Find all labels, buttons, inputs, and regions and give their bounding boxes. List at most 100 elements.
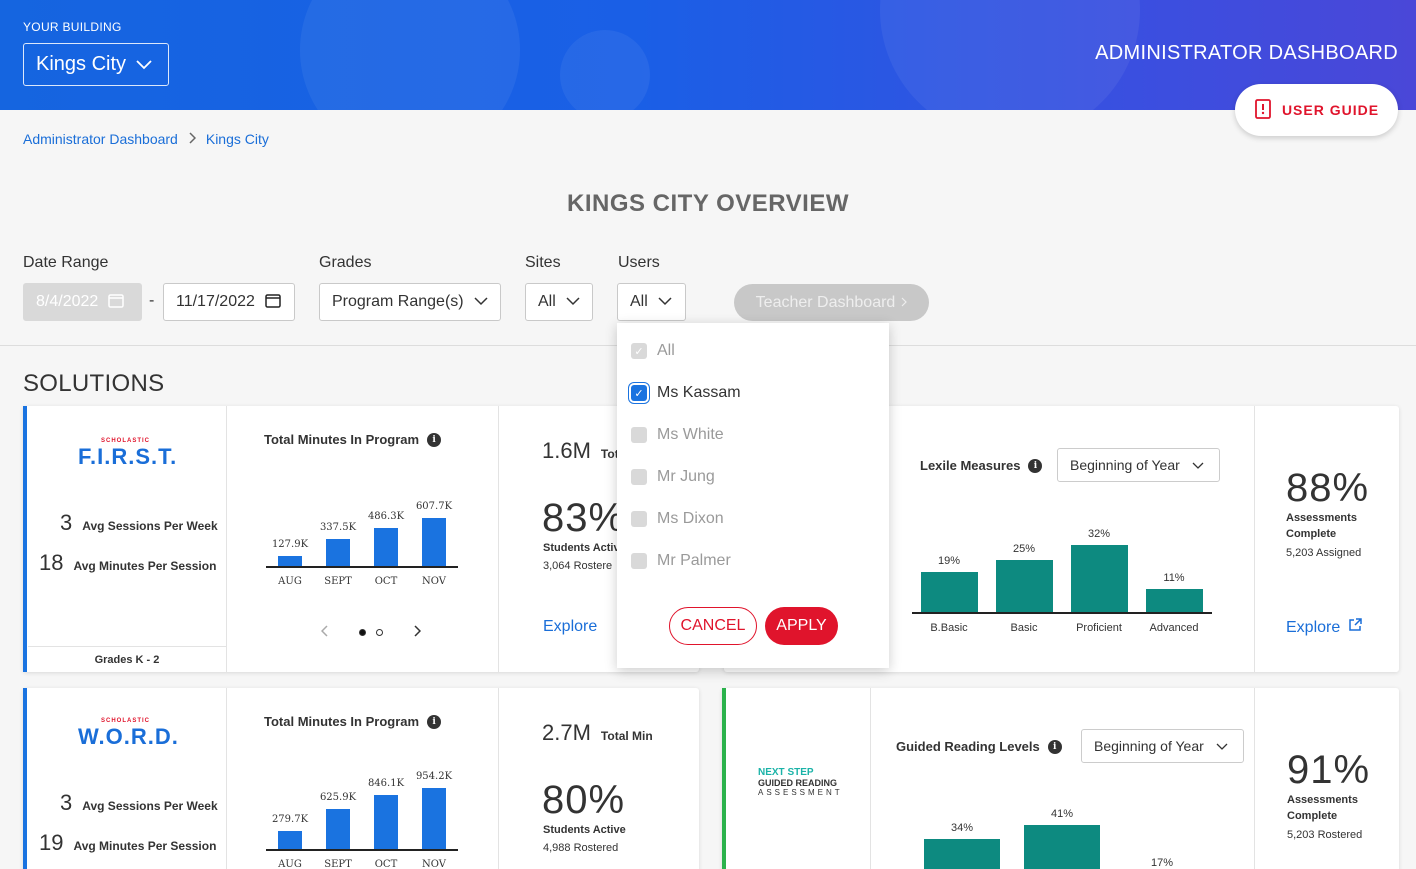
sites-value: All [538, 293, 556, 310]
word-logo-text: W.O.R.D. [78, 724, 179, 749]
user-option-label: Mr Jung [657, 468, 715, 485]
solutions-heading: SOLUTIONS [23, 370, 165, 397]
avg-sessions-stat: 3 Avg Sessions Per Week [60, 790, 218, 816]
bar-category-label: OCT [374, 576, 398, 587]
dashboard-title: ADMINISTRATOR DASHBOARD [1095, 42, 1398, 64]
teacher-dashboard-button[interactable]: Teacher Dashboard [734, 284, 929, 321]
checkbox-icon[interactable]: ✓ [631, 343, 647, 359]
info-icon[interactable]: i [427, 432, 442, 447]
calendar-icon[interactable] [265, 292, 281, 313]
user-option-mr-palmer[interactable]: Mr Palmer [631, 552, 731, 570]
explore-link[interactable]: Explore [543, 618, 597, 636]
chart-bar [326, 808, 350, 849]
building-select[interactable]: Kings City [23, 43, 169, 86]
grades-select[interactable]: Program Range(s) [319, 283, 501, 321]
x-axis [912, 612, 1212, 614]
assessments-label-1: Assessments [1286, 512, 1357, 524]
info-icon[interactable]: i [427, 714, 442, 729]
avg-sessions-label: Avg Sessions Per Week [82, 519, 218, 533]
chart-bar [422, 518, 446, 566]
bar-value-label: 32% [1087, 528, 1111, 540]
bar-value-label: 34% [950, 822, 974, 835]
avg-minutes-stat: 18 Avg Minutes Per Session [39, 550, 216, 576]
chart-bar [374, 527, 398, 566]
chevron-right-icon[interactable] [413, 624, 422, 640]
user-option-mr-jung[interactable]: Mr Jung [631, 468, 715, 486]
teacher-dashboard-label: Teacher Dashboard [755, 293, 896, 311]
user-option-ms-kassam[interactable]: ✓ Ms Kassam [631, 384, 741, 402]
avg-minutes-value: 19 [39, 830, 64, 855]
user-option-ms-dixon[interactable]: Ms Dixon [631, 510, 724, 528]
word-card: SCHOLASTIC W.O.R.D. 3 Avg Sessions Per W… [23, 688, 699, 869]
pager-dot[interactable] [376, 628, 383, 636]
logo-line-2: GUIDED READING [758, 778, 838, 788]
info-icon[interactable]: i [1028, 458, 1043, 473]
chart-bar [924, 839, 1000, 869]
sites-label: Sites [525, 254, 561, 271]
logo-line-3: ASSESSMENT [758, 788, 843, 797]
chart-bar [422, 788, 446, 849]
user-option-all[interactable]: ✓ All [631, 342, 675, 360]
chevron-down-icon [658, 293, 672, 311]
lexile-period-select[interactable]: Beginning of Year [1057, 448, 1220, 482]
pager-dot-active[interactable] [359, 628, 366, 636]
user-option-label: All [657, 342, 675, 359]
explore-link[interactable]: Explore [1286, 618, 1362, 637]
grades-label: Grades [319, 254, 372, 271]
divider [498, 688, 499, 869]
chart-title: Total Minutes In Program i [264, 432, 442, 447]
external-link-icon [1348, 618, 1362, 637]
scholastic-label: SCHOLASTIC [101, 718, 150, 724]
date-range-label: Date Range [23, 254, 109, 271]
avg-minutes-label: Avg Minutes Per Session [73, 839, 217, 853]
checkbox-icon[interactable] [631, 427, 647, 443]
assessments-label-2: Complete [1286, 528, 1337, 540]
checkbox-icon[interactable] [631, 469, 647, 485]
user-guide-button[interactable]: USER GUIDE [1235, 84, 1398, 136]
avg-sessions-stat: 3 Avg Sessions Per Week [60, 510, 218, 536]
bar-category-label: SEPT [324, 576, 352, 587]
info-icon[interactable]: i [1047, 739, 1062, 754]
bar-value-label: 17% [1150, 856, 1174, 869]
chart-bar [326, 539, 350, 566]
chart-bar [1070, 545, 1128, 612]
user-option-label: Ms White [657, 426, 724, 443]
checkbox-icon[interactable] [631, 553, 647, 569]
breadcrumb-kings-city[interactable]: Kings City [205, 131, 269, 147]
assessments-label-1: Assessments [1287, 794, 1358, 806]
end-date-field[interactable]: 11/17/2022 [163, 283, 295, 321]
chart-bar [278, 555, 302, 566]
user-option-ms-white[interactable]: Ms White [631, 426, 724, 444]
user-option-label: Ms Dixon [657, 510, 724, 527]
chart-bar [920, 572, 978, 612]
sites-select[interactable]: All [525, 283, 593, 321]
lexile-period-value: Beginning of Year [1070, 457, 1180, 473]
guided-reading-card: NEXT STEP GUIDED READING ASSESSMENT Guid… [722, 688, 1399, 869]
checkbox-checked-icon[interactable]: ✓ [631, 385, 647, 401]
chart-bar [1024, 825, 1100, 869]
assessments-pct: 88% [1286, 466, 1370, 510]
rostered-count: 4,988 Rostered [543, 842, 619, 854]
bar-category-label: AUG [278, 859, 302, 869]
divider [1254, 406, 1255, 672]
checkbox-icon[interactable] [631, 511, 647, 527]
calendar-icon [108, 292, 125, 313]
breadcrumb-admin-dashboard[interactable]: Administrator Dashboard [23, 131, 178, 147]
next-step-logo: NEXT STEP GUIDED READING ASSESSMENT [758, 768, 843, 798]
grades-value: Program Range(s) [332, 293, 464, 310]
chevron-down-icon [566, 293, 580, 311]
chevron-left-icon[interactable] [320, 624, 329, 640]
bar-value-label: 41% [1050, 808, 1074, 820]
breadcrumb: Administrator Dashboard Kings City [23, 131, 269, 147]
chart-bar [374, 794, 398, 849]
total-minutes-label: Total Min [600, 729, 653, 743]
apply-button[interactable]: APPLY [765, 607, 838, 645]
chevron-right-icon [901, 294, 908, 312]
guided-period-select[interactable]: Beginning of Year [1081, 729, 1244, 763]
avg-sessions-label: Avg Sessions Per Week [82, 799, 218, 813]
cancel-button[interactable]: CANCEL [669, 607, 757, 645]
user-option-label: Mr Palmer [657, 552, 731, 569]
building-value: Kings City [36, 53, 127, 75]
users-select[interactable]: All [617, 283, 686, 321]
rostered-count: 5,203 Rostered [1287, 829, 1363, 841]
